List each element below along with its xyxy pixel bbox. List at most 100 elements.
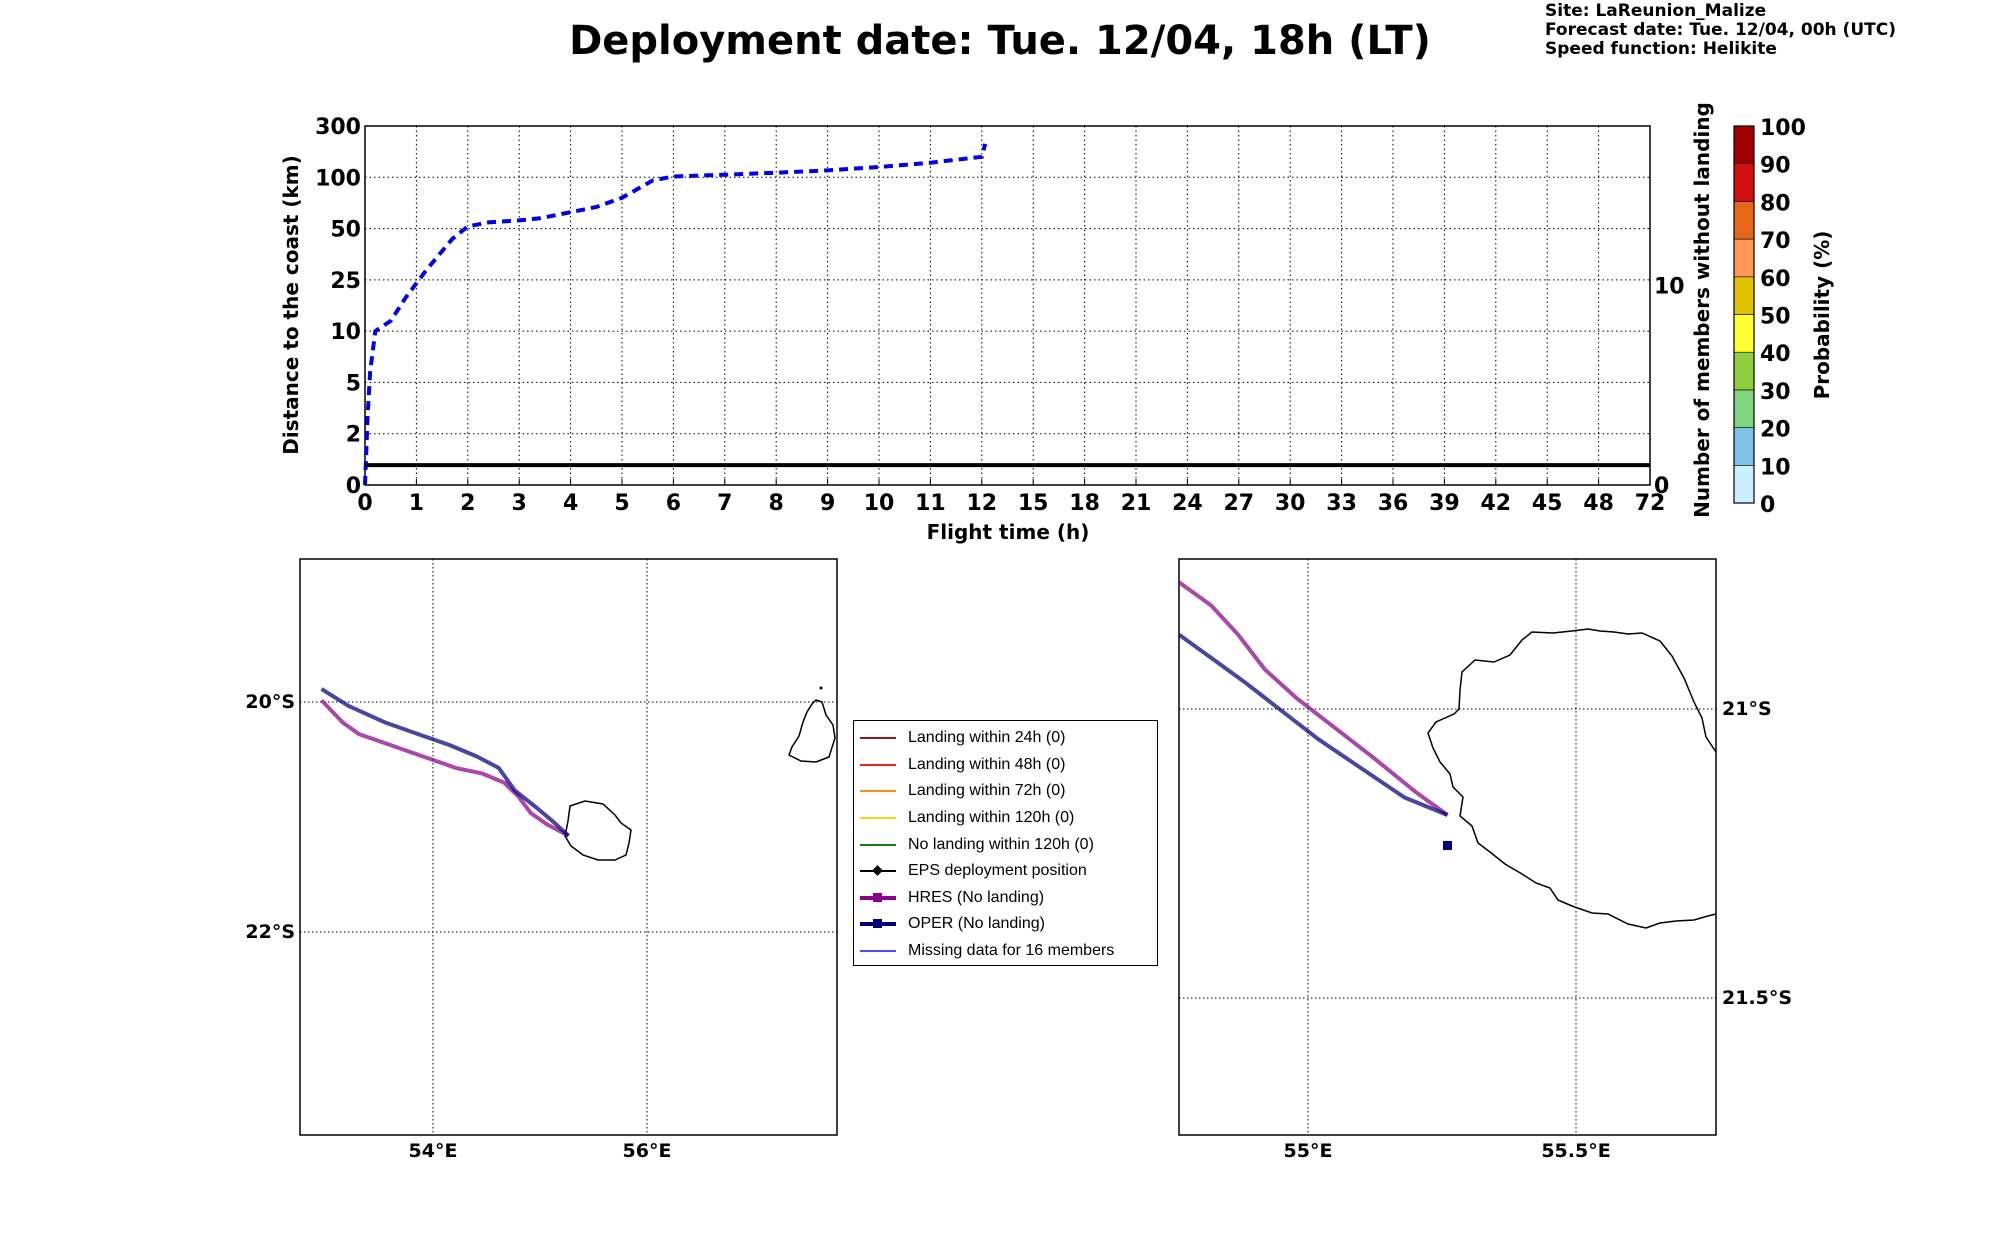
legend-swatch (860, 917, 896, 931)
y-tick-label: 25 (330, 269, 361, 294)
islet-dot (819, 686, 823, 690)
colorbar-tick-label: 50 (1760, 305, 1791, 330)
legend-entry: EPS deployment position (860, 858, 1157, 885)
x-tick-label: 10 (864, 491, 895, 516)
zoomed-map-tracks (1177, 580, 1449, 817)
lat-label-21-5s: 21.5°S (1722, 987, 1792, 1009)
x-tick-label: 2 (460, 491, 475, 516)
x-tick-label: 0 (357, 491, 372, 516)
colorbar-tick-label: 10 (1760, 455, 1791, 480)
colorbar-tick-label: 30 (1760, 380, 1791, 405)
oper-track (320, 687, 570, 838)
y2-axis-label: Number of members without landing (1690, 102, 1714, 518)
legend-label: EPS deployment position (908, 862, 1087, 880)
legend-line (860, 790, 896, 793)
legend-swatch (860, 758, 896, 772)
legend-line (860, 737, 896, 740)
colorbar-cells (1733, 125, 1755, 504)
colorbar-cell (1733, 201, 1755, 240)
colorbar-cell (1733, 314, 1755, 353)
legend-swatch (860, 731, 896, 745)
x-axis-label: Flight time (h) (927, 520, 1090, 544)
figure-title: Deployment date: Tue. 12/04, 18h (LT) (569, 18, 1431, 64)
oper-track (1177, 632, 1449, 817)
x-tick-label: 11 (915, 491, 946, 516)
lon-label-54e: 54°E (409, 1140, 458, 1162)
colorbar-frame (1733, 125, 1755, 504)
legend-entry: Landing within 72h (0) (860, 778, 1157, 805)
legend-swatch (860, 838, 896, 852)
x-tick-label: 33 (1326, 491, 1357, 516)
legend-line (860, 763, 896, 766)
x-tick-label: 27 (1223, 491, 1254, 516)
legend-label: Landing within 120h (0) (908, 809, 1075, 827)
legend-entry: HRES (No landing) (860, 885, 1157, 912)
legend-label: HRES (No landing) (908, 888, 1045, 906)
regional-map-tracks (320, 687, 570, 838)
x-tick-label: 48 (1583, 491, 1614, 516)
legend-entry: No landing within 120h (0) (860, 831, 1157, 858)
colorbar-tick-label: 40 (1760, 342, 1791, 367)
legend-label: Landing within 24h (0) (908, 729, 1066, 747)
mauritius-island-outline (788, 699, 836, 763)
legend-entry: Missing data for 16 members (860, 938, 1157, 965)
x-tick-label: 45 (1532, 491, 1563, 516)
regional-map-frame (299, 558, 838, 1136)
legend-entry: Landing within 48h (0) (860, 752, 1157, 779)
x-tick-label: 9 (820, 491, 835, 516)
x-tick-label: 5 (614, 491, 629, 516)
y-tick-label: 50 (330, 218, 361, 243)
x-tick-label: 72 (1635, 491, 1666, 516)
legend-marker (873, 892, 882, 902)
colorbar-cell (1733, 163, 1755, 202)
legend-swatch (860, 784, 896, 798)
legend-line (860, 817, 896, 820)
colorbar-cell (1733, 427, 1755, 466)
x-tick-label: 12 (966, 491, 997, 516)
colorbar-tick-label: 100 (1760, 116, 1806, 141)
zoomed-map: 55°E 55.5°E 21°S 21.5°S (1177, 558, 1792, 1162)
lon-label-55e: 55°E (1284, 1140, 1333, 1162)
forecast-date-label: Forecast date: Tue. 12/04, 00h (UTC) (1545, 20, 1896, 40)
colorbar-tick-label: 20 (1760, 418, 1791, 443)
x-tick-label: 18 (1069, 491, 1100, 516)
colorbar-cell (1733, 125, 1755, 165)
lat-label-20s: 20°S (245, 691, 295, 713)
x-tick-label: 3 (512, 491, 527, 516)
y2-tick-label: 10 (1654, 275, 1685, 300)
lon-label-56e: 56°E (623, 1140, 672, 1162)
legend-label: Missing data for 16 members (908, 942, 1115, 960)
site-label: Site: LaReunion_Malize (1545, 1, 1767, 21)
legend-line (860, 843, 896, 846)
x-tick-label: 36 (1378, 491, 1409, 516)
flight-time-tick-labels: 0 1 2 3 4 5 6 7 8 9 10 11 12 15 18 21 24 27 30 33 36 39 42 45 48… (357, 479, 1665, 516)
legend-entry: Landing within 120h (0) (860, 805, 1157, 832)
y-tick-label: 300 (315, 115, 361, 140)
x-tick-label: 42 (1480, 491, 1511, 516)
hres-track (320, 698, 570, 838)
legend-marker (872, 865, 883, 877)
y-tick-label: 100 (315, 166, 361, 191)
colorbar-tick-label: 90 (1760, 154, 1791, 179)
x-tick-label: 6 (666, 491, 681, 516)
distance-series-line (363, 143, 988, 486)
colorbar-cell (1733, 351, 1755, 391)
distance-chart-grid (365, 126, 1650, 485)
colorbar-cell (1733, 238, 1755, 278)
y-tick-label: 0 (346, 474, 361, 499)
colorbar-tick-labels: 0 10 20 30 40 50 60 70 80 90 100 (1760, 116, 1806, 518)
colorbar-tick-label: 60 (1760, 267, 1791, 292)
distance-chart: 0 1 2 3 4 5 6 7 8 9 10 11 12 15 18 21 24 27 30 33 36 39 42 45 48… (279, 102, 1714, 544)
colorbar-tick-label: 70 (1760, 229, 1791, 254)
y-tick-label: 5 (346, 371, 361, 396)
x-tick-label: 7 (717, 491, 732, 516)
y-tick-label: 2 (346, 423, 361, 448)
colorbar-tick-label: 0 (1760, 493, 1775, 518)
x-tick-label: 8 (769, 491, 784, 516)
reunion-island-outline (564, 800, 632, 861)
legend-swatch (860, 944, 896, 958)
members-tick-labels: 0 10 (1654, 275, 1685, 499)
legend-swatch (860, 811, 896, 825)
legend-line (860, 950, 896, 953)
